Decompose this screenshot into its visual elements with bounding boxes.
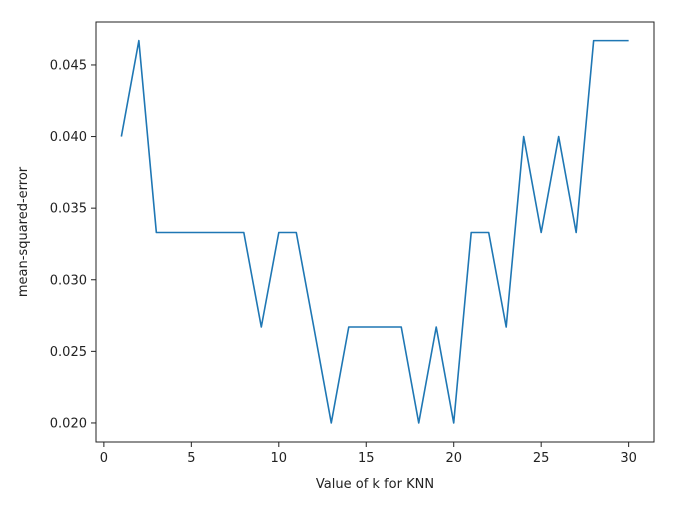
plot-frame <box>95 21 655 443</box>
x-tick-label: 5 <box>187 451 195 466</box>
y-tick-label: 0.040 <box>50 130 87 145</box>
x-axis-ticks: 0 5 10 15 20 25 30 <box>100 442 637 466</box>
y-tick-label: 0.035 <box>50 202 87 217</box>
series-line <box>120 39 629 424</box>
y-tick-label: 0.030 <box>50 273 87 288</box>
x-tick-label: 30 <box>620 451 637 466</box>
y-axis-title: mean-squared-error <box>16 166 31 297</box>
x-tick-label: 20 <box>445 451 462 466</box>
x-tick-label: 0 <box>100 451 108 466</box>
y-tick-label: 0.025 <box>50 345 87 360</box>
x-axis-title: Value of k for KNN <box>316 477 434 492</box>
y-tick-label: 0.020 <box>50 416 87 431</box>
x-tick-label: 10 <box>271 451 288 466</box>
x-tick-label: 15 <box>358 451 375 466</box>
y-tick-label: 0.045 <box>50 58 87 73</box>
y-axis-ticks: 0.020 0.025 0.030 0.035 0.040 0.045 <box>50 58 96 431</box>
x-tick-label: 25 <box>533 451 550 466</box>
